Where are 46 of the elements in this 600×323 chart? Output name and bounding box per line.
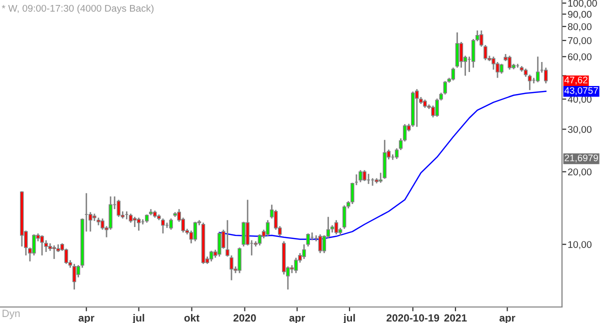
candlestick bbox=[500, 63, 504, 74]
x-tick-label: okt bbox=[184, 314, 200, 322]
x-tick-label: 2020-10-19 bbox=[386, 314, 440, 322]
candlestick bbox=[334, 219, 338, 236]
candlestick bbox=[508, 55, 512, 70]
candlestick bbox=[52, 244, 56, 260]
y-tick-label: 80,00 bbox=[568, 23, 592, 32]
candlestick bbox=[64, 248, 68, 265]
candlestick bbox=[358, 169, 362, 183]
candlestick bbox=[72, 263, 76, 290]
text: 21,6979 bbox=[564, 154, 598, 162]
candlestick bbox=[266, 219, 270, 237]
candlestick bbox=[536, 56, 540, 83]
candlestick bbox=[451, 66, 456, 82]
candlestick bbox=[362, 169, 366, 182]
y-tick-label: 30,00 bbox=[568, 126, 592, 134]
annotation: 47,62 bbox=[564, 76, 588, 84]
candlestick bbox=[44, 240, 48, 253]
y-tick-label: 10,00 bbox=[568, 241, 592, 250]
candlestick bbox=[218, 232, 222, 258]
annotation: 43,0757 bbox=[564, 87, 598, 95]
candlestick bbox=[116, 199, 120, 218]
candlestick bbox=[193, 221, 198, 242]
x-tick-label: 2021 bbox=[444, 314, 467, 322]
text: Dyn bbox=[2, 310, 20, 320]
candlestick bbox=[238, 246, 242, 274]
candlestick bbox=[455, 32, 460, 68]
y-tick-label: 20,00 bbox=[568, 168, 592, 176]
candlestick bbox=[342, 204, 346, 230]
candlestick bbox=[318, 234, 322, 254]
candlestick bbox=[40, 234, 44, 256]
candlestick bbox=[415, 88, 419, 128]
x-tick-label: 2020 bbox=[234, 314, 256, 322]
candlestick bbox=[294, 257, 298, 274]
candlestick bbox=[161, 218, 165, 234]
candlestick bbox=[258, 234, 262, 246]
candlestick bbox=[169, 218, 173, 230]
candlestick bbox=[136, 216, 141, 232]
candlestick bbox=[242, 221, 246, 248]
chart-title: * W, 09:00-17:30 (4000 Days Back) bbox=[2, 4, 154, 14]
y-tick-label: 60,00 bbox=[568, 53, 592, 62]
candlestick bbox=[132, 216, 137, 228]
y-tick-label: 70,00 bbox=[568, 37, 592, 46]
y-tick-label: 90,00 bbox=[568, 10, 592, 19]
candlestick bbox=[209, 250, 214, 262]
y-tick-label: 100,00 bbox=[568, 0, 597, 8]
